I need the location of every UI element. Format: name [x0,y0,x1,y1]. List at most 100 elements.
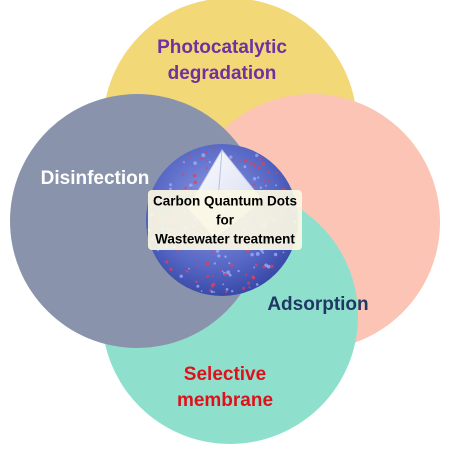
adsorption-label: Adsorption [267,294,368,315]
sphere-speckle [253,266,256,269]
sphere-speckle [208,160,211,164]
sphere-speckle [200,290,203,292]
sphere-speckle [176,249,179,253]
sphere-speckle [200,157,204,160]
photocatalytic-label-line-1: Photocatalytic [157,37,287,58]
sphere-speckle [222,283,225,286]
sphere-speckle [205,167,208,169]
sphere-speckle [262,265,266,269]
sphere-speckle [193,180,197,184]
sphere-speckle [193,161,198,166]
sphere-speckle [255,283,259,286]
sphere-speckle [267,170,270,174]
sphere-speckle [196,284,200,288]
sphere-speckle [181,173,185,176]
sphere-speckle [230,289,234,293]
sphere-speckle [213,148,216,150]
sphere-speckle [189,183,193,188]
sphere-speckle [261,161,265,166]
sphere-speckle [201,153,206,158]
sphere-speckle [255,153,259,158]
sphere-speckle [243,165,247,169]
sphere-speckle [259,157,263,161]
sphere-speckle [257,166,261,170]
sphere-speckle [195,280,198,284]
sphere-speckle [255,251,260,256]
center-line-3: Wastewater treatment [155,232,295,247]
sphere-speckle [176,162,179,165]
sphere-speckle [215,249,220,253]
sphere-speckle [251,275,255,279]
selective-label-line-1: Selective [184,364,266,385]
sphere-speckle [211,274,214,277]
sphere-speckle [213,262,216,265]
sphere-speckle [276,182,278,185]
photocatalytic-label-line-2: degradation [168,63,277,84]
sphere-speckle [237,256,239,259]
center-line-1: Carbon Quantum Dots [153,194,297,209]
center-caption: Carbon Quantum Dots for Wastewater treat… [148,190,302,250]
sphere-speckle [275,184,278,187]
sphere-speckle [228,262,231,265]
sphere-speckle [165,260,169,264]
sphere-speckle [237,269,240,273]
sphere-speckle [259,186,263,189]
sphere-speckle [184,186,187,190]
sphere-speckle [225,290,228,293]
sphere-speckle [252,177,257,181]
sphere-speckle [169,187,172,191]
center-line-2: for [216,213,235,228]
sphere-speckle [250,252,254,257]
sphere-speckle [261,251,265,254]
sphere-speckle [275,171,278,175]
sphere-speckle [246,249,250,253]
sphere-speckle [245,273,248,276]
sphere-speckle [247,281,251,285]
sphere-speckle [169,267,173,272]
sphere-speckle [223,272,227,277]
sphere-speckle [230,263,234,267]
sphere-speckle [282,251,285,254]
sphere-speckle [217,254,221,258]
sphere-speckle [238,160,241,162]
sphere-speckle [195,254,197,256]
sphere-speckle [225,288,229,291]
sphere-speckle [192,173,197,178]
sphere-speckle [196,265,199,268]
sphere-speckle [249,161,253,165]
center-caption-box [148,190,302,250]
sphere-speckle [210,283,215,288]
sphere-speckle [263,179,266,182]
sphere-speckle [273,252,278,257]
sphere-speckle [232,158,235,161]
sphere-speckle [210,290,214,294]
sphere-speckle [265,184,267,187]
sphere-speckle [242,286,246,290]
sphere-speckle [204,151,208,154]
sphere-speckle [228,273,232,277]
sphere-speckle [185,269,189,273]
sphere-speckle [206,160,208,162]
sphere-speckle [226,270,231,275]
sphere-speckle [179,274,183,278]
sphere-speckle [205,261,210,266]
sphere-speckle [188,267,190,270]
sphere-speckle [252,183,256,187]
sphere-speckle [248,286,251,289]
sphere-speckle [257,176,260,179]
sphere-speckle [267,180,271,183]
sphere-speckle [243,158,248,163]
sphere-speckle [219,269,222,272]
sphere-speckle [182,161,186,164]
sphere-speckle [169,183,173,187]
selective-label-line-2: membrane [177,390,273,411]
sphere-speckle [221,270,224,273]
sphere-speckle [189,155,192,158]
sphere-speckle [252,163,257,167]
sphere-speckle [206,274,210,278]
sphere-speckle [249,169,251,171]
sphere-speckle [224,255,227,258]
disinfection-label: Disinfection [41,168,150,189]
sphere-speckle [229,155,233,159]
